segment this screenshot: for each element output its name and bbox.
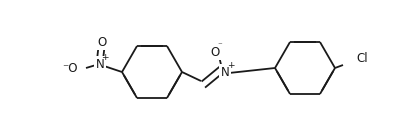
Text: N: N <box>96 57 104 70</box>
Text: +: + <box>101 53 109 62</box>
Text: O: O <box>97 36 107 49</box>
Text: ⁻: ⁻ <box>218 42 222 51</box>
Text: Cl: Cl <box>356 53 368 66</box>
Text: O: O <box>210 46 220 59</box>
Text: ⁻O: ⁻O <box>63 62 78 75</box>
Text: N: N <box>221 66 229 79</box>
Text: +: + <box>227 60 235 70</box>
